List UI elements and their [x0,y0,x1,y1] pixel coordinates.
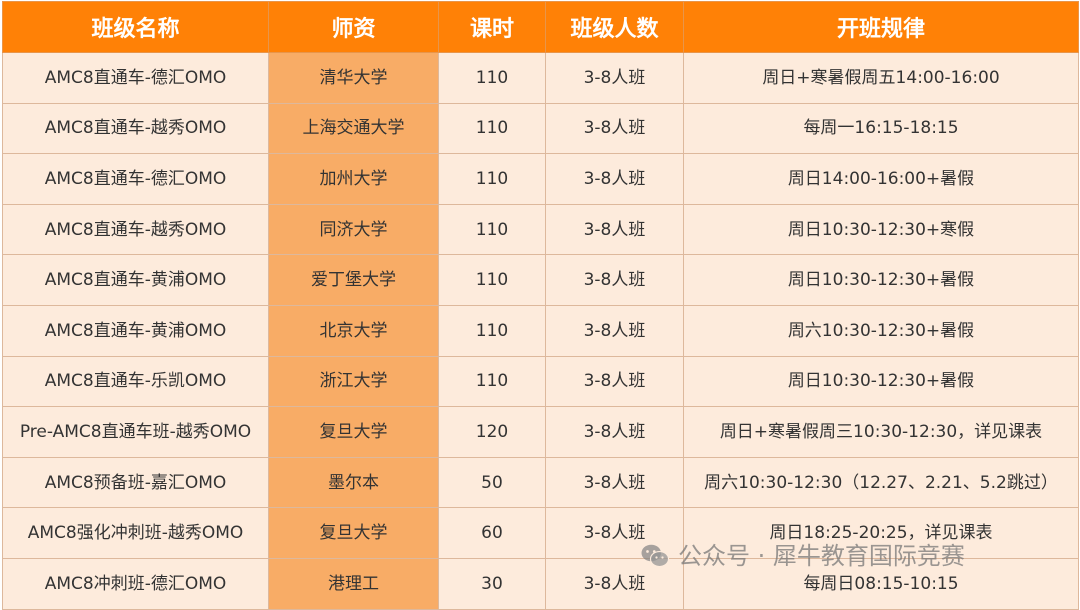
cell-teacher: 复旦大学 [268,507,439,559]
table-row: AMC8直通车-德汇OMO 加州大学 110 3-8人班 周日14:00-16:00+暑… [2,153,1079,205]
cell-class-size: 3-8人班 [545,507,684,559]
header-class-size: 班级人数 [545,1,684,53]
cell-class-name: AMC8直通车-德汇OMO [2,52,269,104]
cell-hours: 110 [438,203,546,256]
cell-class-name: AMC8直通车-越秀OMO [2,203,269,256]
header-hours: 课时 [438,1,546,53]
cell-class-name: AMC8直通车-黄浦OMO [2,254,269,306]
cell-schedule: 周日10:30-12:30+暑假 [683,254,1079,306]
cell-teacher: 港理工 [268,557,439,610]
cell-class-name: AMC8直通车-越秀OMO [2,102,269,155]
cell-class-size: 3-8人班 [545,102,684,155]
cell-class-name: AMC8直通车-乐凯OMO [2,355,269,408]
table-row: AMC8强化冲刺班-越秀OMO 复旦大学 60 3-8人班 周日18:25-20:25，… [2,507,1079,559]
cell-class-size: 3-8人班 [545,456,684,509]
cell-class-size: 3-8人班 [545,557,684,610]
table-row: AMC8直通车-越秀OMO 同济大学 110 3-8人班 周日10:30-12:30+寒… [2,203,1079,256]
cell-hours: 110 [438,254,546,306]
table-row: AMC8预备班-嘉汇OMO 墨尔本 50 3-8人班 周六10:30-12:30（12.… [2,456,1079,509]
cell-class-size: 3-8人班 [545,203,684,256]
table-row: AMC8冲刺班-德汇OMO 港理工 30 3-8人班 每周日08:15-10:15 [2,557,1079,610]
cell-class-size: 3-8人班 [545,254,684,306]
cell-schedule: 周日10:30-12:30+暑假 [683,355,1079,408]
header-teacher: 师资 [268,1,439,53]
cell-teacher: 清华大学 [268,52,439,104]
cell-schedule: 周六10:30-12:30+暑假 [683,304,1079,357]
cell-class-name: AMC8强化冲刺班-越秀OMO [2,507,269,559]
cell-schedule: 周日+寒暑假周三10:30-12:30，详见课表 [683,406,1079,458]
cell-schedule: 周日14:00-16:00+暑假 [683,153,1079,205]
cell-class-name: AMC8预备班-嘉汇OMO [2,456,269,509]
cell-class-name: AMC8直通车-黄浦OMO [2,304,269,357]
cell-hours: 110 [438,52,546,104]
cell-class-size: 3-8人班 [545,304,684,357]
wechat-icon [641,544,670,568]
table-row: AMC8直通车-越秀OMO 上海交通大学 110 3-8人班 每周一16:15-18:1… [2,102,1079,155]
cell-schedule: 周日18:25-20:25，详见课表 [683,507,1079,559]
cell-schedule: 周日10:30-12:30+寒假 [683,203,1079,256]
cell-teacher: 爱丁堡大学 [268,254,439,306]
cell-hours: 110 [438,102,546,155]
watermark: 公众号 · 犀牛教育国际竞赛 [640,543,965,569]
watermark-text: 公众号 · 犀牛教育国际竞赛 [678,542,965,570]
cell-teacher: 北京大学 [268,304,439,357]
cell-hours: 110 [438,355,546,408]
cell-hours: 30 [438,557,546,610]
table-row: AMC8直通车-黄浦OMO 爱丁堡大学 110 3-8人班 周日10:30-12:30+… [2,254,1079,306]
table-row: Pre-AMC8直通车班-越秀OMO 复旦大学 120 3-8人班 周日+寒暑假周三10… [2,406,1079,458]
cell-teacher: 加州大学 [268,153,439,205]
table-row: AMC8直通车-黄浦OMO 北京大学 110 3-8人班 周六10:30-12:30+暑… [2,304,1079,357]
header-schedule: 开班规律 [683,1,1079,53]
table-row: AMC8直通车-德汇OMO 清华大学 110 3-8人班 周日+寒暑假周五14:00-1… [2,52,1079,104]
cell-teacher: 上海交通大学 [268,102,439,155]
cell-teacher: 浙江大学 [268,355,439,408]
table-row: AMC8直通车-乐凯OMO 浙江大学 110 3-8人班 周日10:30-12:30+暑… [2,355,1079,408]
cell-teacher: 墨尔本 [268,456,439,509]
cell-class-size: 3-8人班 [545,406,684,458]
table-body: AMC8直通车-德汇OMO 清华大学 110 3-8人班 周日+寒暑假周五14:00-1… [2,52,1079,610]
cell-class-size: 3-8人班 [545,153,684,205]
cell-hours: 110 [438,304,546,357]
header-class-name: 班级名称 [2,1,269,53]
cell-schedule: 周六10:30-12:30（12.27、2.21、5.2跳过） [683,456,1079,509]
cell-class-name: AMC8直通车-德汇OMO [2,153,269,205]
cell-schedule: 每周一16:15-18:15 [683,102,1079,155]
cell-class-size: 3-8人班 [545,52,684,104]
header-row: 班级名称 师资 课时 班级人数 开班规律 [2,1,1079,53]
cell-hours: 60 [438,507,546,559]
cell-schedule: 周日+寒暑假周五14:00-16:00 [683,52,1079,104]
cell-class-name: AMC8冲刺班-德汇OMO [2,557,269,610]
cell-class-size: 3-8人班 [545,355,684,408]
cell-hours: 120 [438,406,546,458]
cell-teacher: 复旦大学 [268,406,439,458]
cell-hours: 50 [438,456,546,509]
cell-hours: 110 [438,153,546,205]
cell-teacher: 同济大学 [268,203,439,256]
cell-class-name: Pre-AMC8直通车班-越秀OMO [2,406,269,458]
cell-schedule: 每周日08:15-10:15 [683,557,1079,610]
